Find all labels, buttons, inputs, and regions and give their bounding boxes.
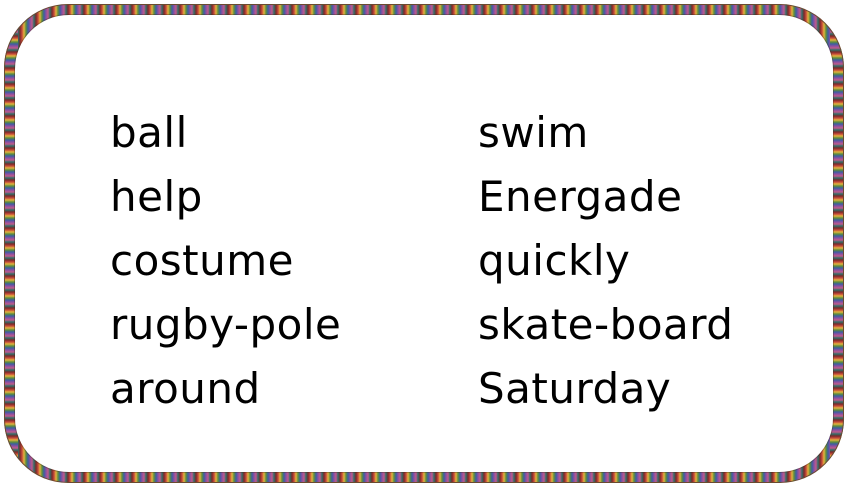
word-item: quickly (478, 236, 631, 285)
word-column-left: ball help costume rugby-pole around (110, 101, 341, 421)
word-item: swim (478, 108, 589, 157)
word-card: ball help costume rugby-pole around swim… (15, 15, 833, 472)
word-item: around (110, 364, 261, 413)
word-item: rugby-pole (110, 300, 342, 349)
decorative-striped-border: ball help costume rugby-pole around swim… (4, 4, 844, 483)
word-item: Saturday (478, 364, 672, 413)
word-item: costume (110, 236, 295, 285)
word-item: help (110, 172, 203, 221)
word-item: Energade (478, 172, 683, 221)
word-item: ball (110, 108, 188, 157)
word-column-right: swim Energade quickly skate-board Saturd… (478, 101, 733, 421)
word-item: skate-board (478, 300, 734, 349)
